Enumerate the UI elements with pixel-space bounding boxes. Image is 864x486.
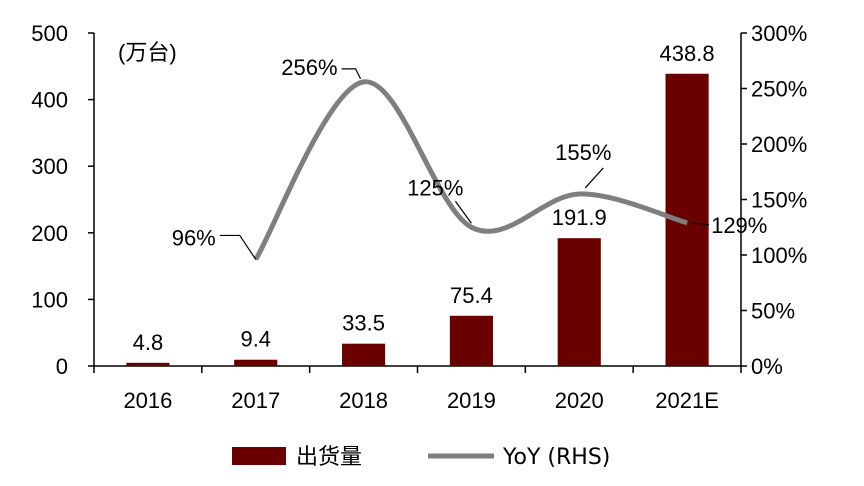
yoy-leader-line [219, 234, 257, 260]
y-left-tick-label: 0 [56, 354, 68, 379]
y-right-tick-label: 150% [751, 188, 807, 213]
yoy-leader-line [341, 68, 362, 80]
yoy-value-label: 256% [281, 55, 337, 80]
legend-line-label: YoY (RHS) [502, 445, 610, 470]
yoy-value-label: 155% [555, 140, 611, 165]
y-left-tick-label: 200 [31, 221, 68, 246]
y-left-tick-label: 100 [31, 287, 68, 312]
data-labels: 4.8 9.4 33.5 75.4 191.9 438.8 96% 256% 125% 155% 1… [133, 41, 768, 355]
yoy-point-2019 [470, 226, 472, 228]
bar-value-label: 9.4 [240, 327, 271, 352]
yoy-point-2021E [686, 222, 688, 224]
y-right-tick-label: 50% [751, 299, 795, 324]
yoy-line [253, 79, 688, 261]
x-tick-label: 2021E [655, 388, 719, 413]
yoy-point-2020 [578, 193, 580, 195]
bar-2020 [557, 238, 601, 366]
bar-value-label: 75.4 [450, 283, 493, 308]
y-right-tick-label: 300% [751, 21, 807, 46]
x-tick-label: 2017 [231, 388, 280, 413]
y-right-tick-label: 200% [751, 132, 807, 157]
y-left-tick-label: 500 [31, 21, 68, 46]
legend: 出货量 YoY (RHS) [232, 445, 610, 470]
bar-value-label: 191.9 [552, 205, 607, 230]
bar-value-label: 438.8 [660, 41, 715, 66]
unit-label-layer: (万台) [118, 40, 177, 65]
bar-2017 [234, 359, 278, 366]
legend-bar-swatch [232, 447, 286, 465]
yoy-leader-line [691, 222, 710, 226]
yoy-value-label: 129% [711, 213, 767, 238]
bar-value-label: 4.8 [133, 330, 164, 355]
yoy-point-2018 [363, 81, 365, 83]
x-tick-label: 2018 [339, 388, 388, 413]
y-right-tick-label: 100% [751, 243, 807, 268]
bar-2016 [126, 362, 170, 366]
bar-2019 [449, 315, 493, 366]
bar-value-label: 33.5 [342, 311, 385, 336]
yoy-value-label: 125% [407, 175, 463, 200]
x-tick-label: 2016 [123, 388, 172, 413]
y-right-tick-label: 0% [751, 354, 783, 379]
bars [126, 73, 709, 366]
yoy-line-layer [253, 79, 688, 261]
axes: 0 100 200 300 400 500 0% 50% 100% 150% 200% 250% 300… [31, 21, 807, 413]
yoy-leader-line [584, 167, 604, 189]
legend-bar-label: 出货量 [296, 445, 362, 470]
y-right-tick-label: 250% [751, 77, 807, 102]
unit-label: (万台) [118, 40, 177, 65]
yoy-value-label: 96% [172, 225, 216, 250]
y-left-tick-label: 300 [31, 154, 68, 179]
x-tick-label: 2019 [447, 388, 496, 413]
x-tick-label: 2020 [555, 388, 604, 413]
yoy-leader-line [454, 200, 472, 224]
y-left-tick-label: 400 [31, 88, 68, 113]
bar-2018 [342, 343, 386, 366]
